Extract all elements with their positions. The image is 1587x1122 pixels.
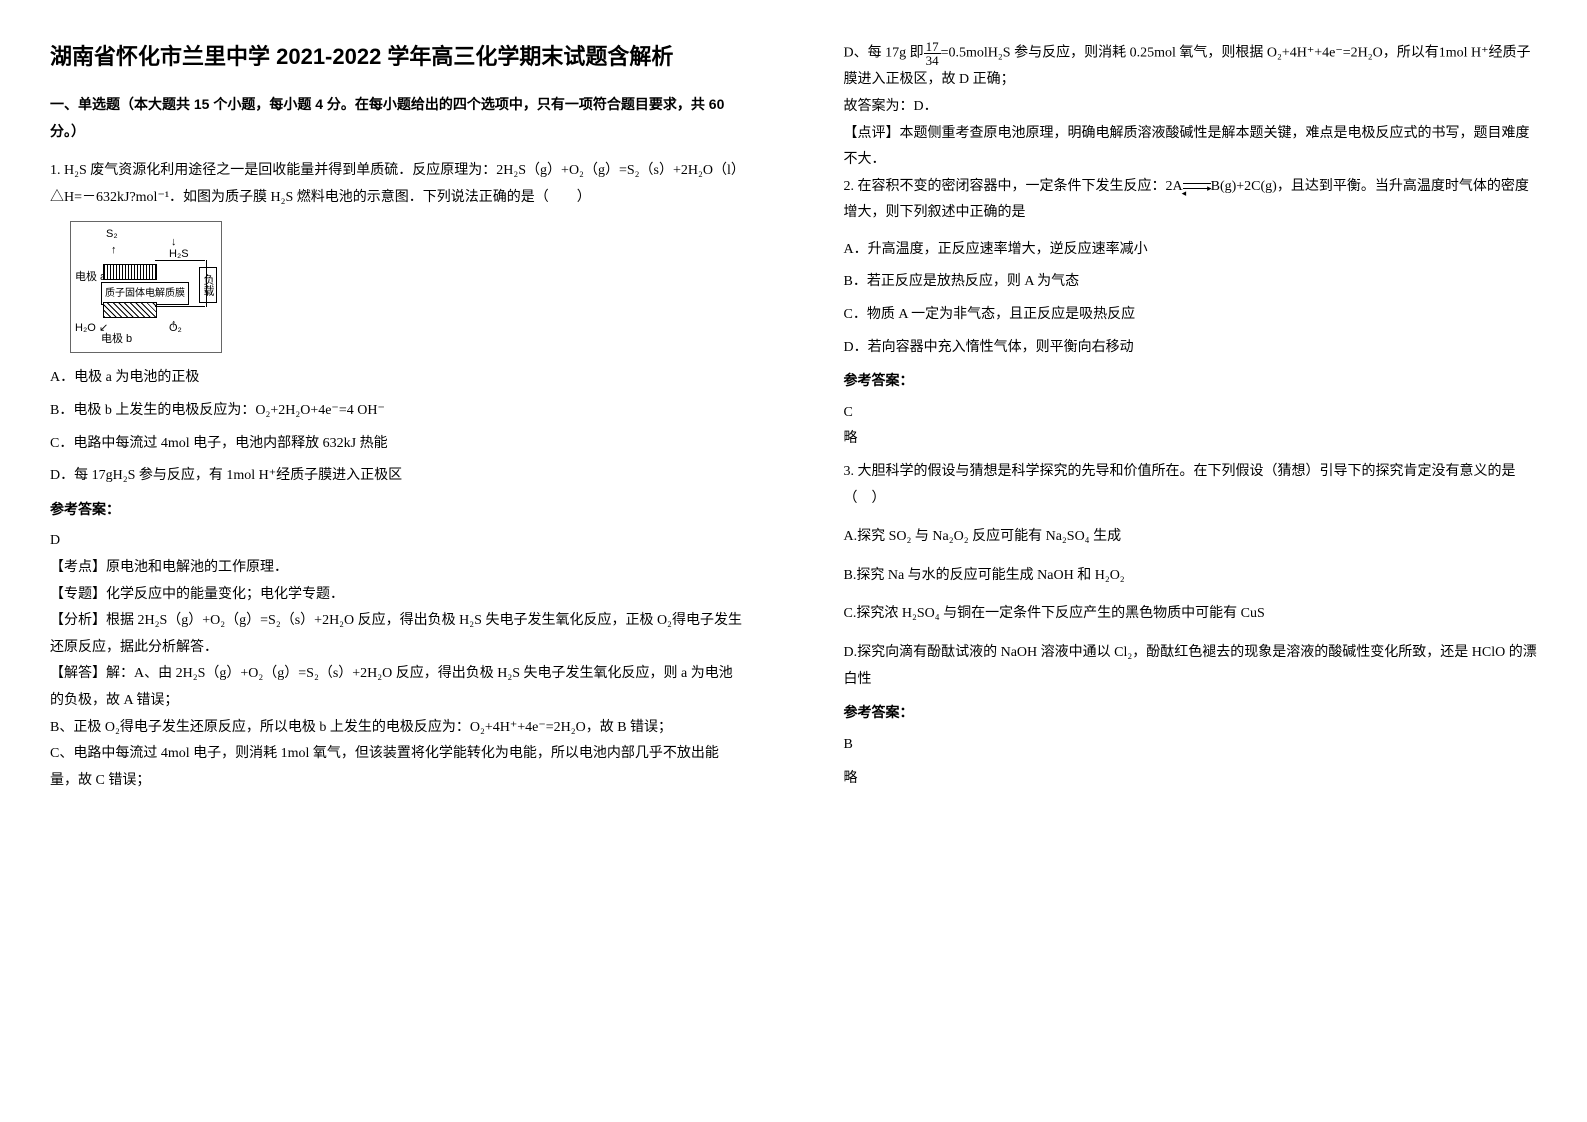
q1-zhuanti: 【专题】化学反应中的能量变化；电化学专题． xyxy=(50,582,744,609)
diagram-electrode-b: 电极 b xyxy=(101,329,132,350)
q3-option-a: A.探究 SO₂ 与 Na₂O₂ 反应可能有 Na₂SO₄ 生成 xyxy=(844,524,1538,551)
q1-diagram: S₂ ↑ H₂S ↓ 电极 a 质子固体电解质膜 负载 H₂O ↙ O₂ ↑ 电… xyxy=(70,221,222,353)
q3-lue: 略 xyxy=(844,766,1538,793)
jieda-d-post: =0.5molH₂S 参与反应，则消耗 0.25mol 氧气，则根据 O₂+4H… xyxy=(844,46,1531,88)
diagram-h2o: H₂O xyxy=(75,318,96,339)
diagram-load: 负载 xyxy=(199,267,217,303)
arrow-down-icon: ↓ xyxy=(171,232,177,253)
jieda-d-pre: D、每 17g 即 xyxy=(844,46,924,61)
wire-top xyxy=(155,260,205,261)
q1-answer: D xyxy=(50,528,744,555)
q3-option-c: C.探究浓 H₂SO₄ 与铜在一定条件下反应产生的黑色物质中可能有 CuS xyxy=(844,601,1538,628)
arrow-up2-icon: ↑ xyxy=(171,314,177,335)
fraction-numerator: 17 xyxy=(924,40,941,54)
q2-option-b: B．若正反应是放热反应，则 A 为气态 xyxy=(844,269,1538,296)
q1-jieda-d: D、每 17g 即1734=0.5molH₂S 参与反应，则消耗 0.25mol… xyxy=(844,40,1538,94)
q3-answer: B xyxy=(844,732,1538,759)
q1-fenxi: 【分析】根据 2H₂S（g）+O₂（g）=S₂（s）+2H₂O 反应，得出负极 … xyxy=(50,608,744,661)
section-intro: 一、单选题（本大题共 15 个小题，每小题 4 分。在每小题给出的四个选项中，只… xyxy=(50,91,744,144)
q1-option-d: D．每 17gH₂S 参与反应，有 1mol H⁺经质子膜进入正极区 xyxy=(50,463,744,490)
q2-answer-label: 参考答案： xyxy=(844,367,1538,394)
wire-right xyxy=(206,260,207,307)
q1-option-a: A．电极 a 为电池的正极 xyxy=(50,365,744,392)
q2-option-a: A．升高温度，正反应速率增大，逆反应速率减小 xyxy=(844,237,1538,264)
q1-stem: 1. H₂S 废气资源化利用途径之一是回收能量并得到单质硫．反应原理为：2H₂S… xyxy=(50,158,744,211)
q3-stem: 3. 大胆科学的假设与猜想是科学探究的先导和价值所在。在下列假设（猜想）引导下的… xyxy=(844,459,1538,512)
q1-option-b: B．电极 b 上发生的电极反应为：O₂+2H₂O+4e⁻=4 OH⁻ xyxy=(50,398,744,425)
right-column: D、每 17g 即1734=0.5molH₂S 参与反应，则消耗 0.25mol… xyxy=(794,0,1587,1122)
q2-stem: 2. 在容积不变的密闭容器中，一定条件下发生反应：2A▸◂B(g)+2C(g)，… xyxy=(844,174,1538,227)
q2-option-d: D．若向容器中充入惰性气体，则平衡向右移动 xyxy=(844,335,1538,362)
q2-lue: 略 xyxy=(844,426,1538,453)
q2-answer: C xyxy=(844,400,1538,427)
electrode-a-hatch xyxy=(103,264,157,280)
q1-jieda-c: C、电路中每流过 4mol 电子，则消耗 1mol 氧气，但该装置将化学能转化为… xyxy=(50,741,744,794)
q3-answer-label: 参考答案： xyxy=(844,699,1538,726)
q2-option-c: C．物质 A 一定为非气态，且正反应是吸热反应 xyxy=(844,302,1538,329)
wire-bottom xyxy=(155,306,205,307)
q1-jieda-b: B、正极 O₂得电子发生还原反应，所以电极 b 上发生的电极反应为：O₂+4H⁺… xyxy=(50,715,744,742)
q3-option-b: B.探究 Na 与水的反应可能生成 NaOH 和 H₂O₂ xyxy=(844,563,1538,590)
q1-option-c: C．电路中每流过 4mol 电子，电池内部释放 632kJ 热能 xyxy=(50,431,744,458)
fraction-denominator: 34 xyxy=(924,54,941,67)
q1-dianping: 【点评】本题侧重考查原电池原理，明确电解质溶液酸碱性是解本题关键，难点是电极反应… xyxy=(844,121,1538,174)
page-title: 湖南省怀化市兰里中学 2021-2022 学年高三化学期末试题含解析 xyxy=(50,40,744,73)
q3-option-d: D.探究向滴有酚酞试液的 NaOH 溶液中通以 Cl₂，酚酞红色褪去的现象是溶液… xyxy=(844,640,1538,693)
q1-gudaan: 故答案为：D． xyxy=(844,94,1538,121)
fraction: 1734 xyxy=(924,40,941,67)
q1-kaodian: 【考点】原电池和电解池的工作原理． xyxy=(50,555,744,582)
q2-stem-pre: 2. 在容积不变的密闭容器中，一定条件下发生反应：2A xyxy=(844,179,1183,194)
electrode-b-hatch xyxy=(103,302,157,318)
left-column: 湖南省怀化市兰里中学 2021-2022 学年高三化学期末试题含解析 一、单选题… xyxy=(0,0,794,1122)
arrow-up-icon: ↑ xyxy=(111,240,117,261)
q1-jieda-a: 【解答】解：A、由 2H₂S（g）+O₂（g）=S₂（s）+2H₂O 反应，得出… xyxy=(50,661,744,714)
q1-answer-label: 参考答案： xyxy=(50,496,744,523)
